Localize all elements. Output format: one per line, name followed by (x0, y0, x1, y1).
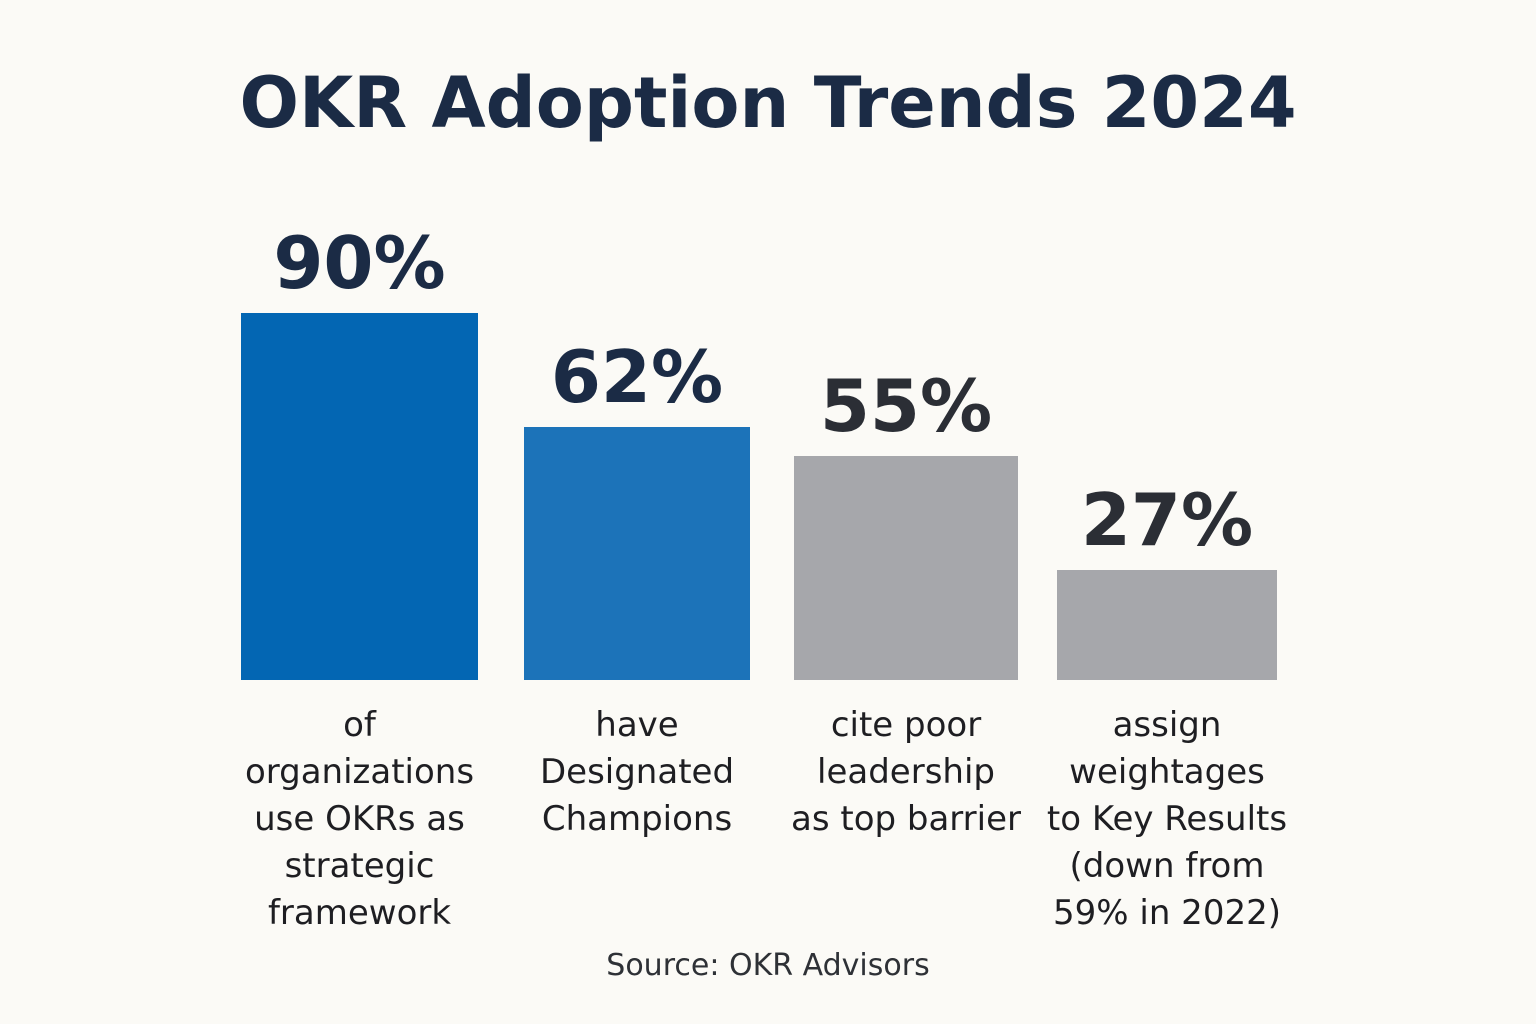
category-label-3: cite poor leadership as top barrier (791, 705, 1021, 839)
bar-2 (524, 427, 750, 680)
bar-1 (241, 313, 478, 680)
category-label-1: of organizations use OKRs as strategic f… (244, 705, 475, 933)
category-label-4: assign weightages to Key Results (down f… (1046, 705, 1288, 933)
value-label-2: 62% (550, 335, 724, 420)
bar-4 (1057, 569, 1277, 680)
chart-title: OKR Adoption Trends 2024 (239, 62, 1297, 144)
value-label-1: 90% (273, 221, 446, 305)
value-label-3: 55% (819, 363, 993, 448)
value-label-4: 27% (1080, 477, 1254, 562)
source-caption: Source: OKR Advisors (606, 948, 930, 983)
bar-3 (794, 455, 1018, 680)
category-label-2: have Designated Champions (539, 705, 735, 839)
